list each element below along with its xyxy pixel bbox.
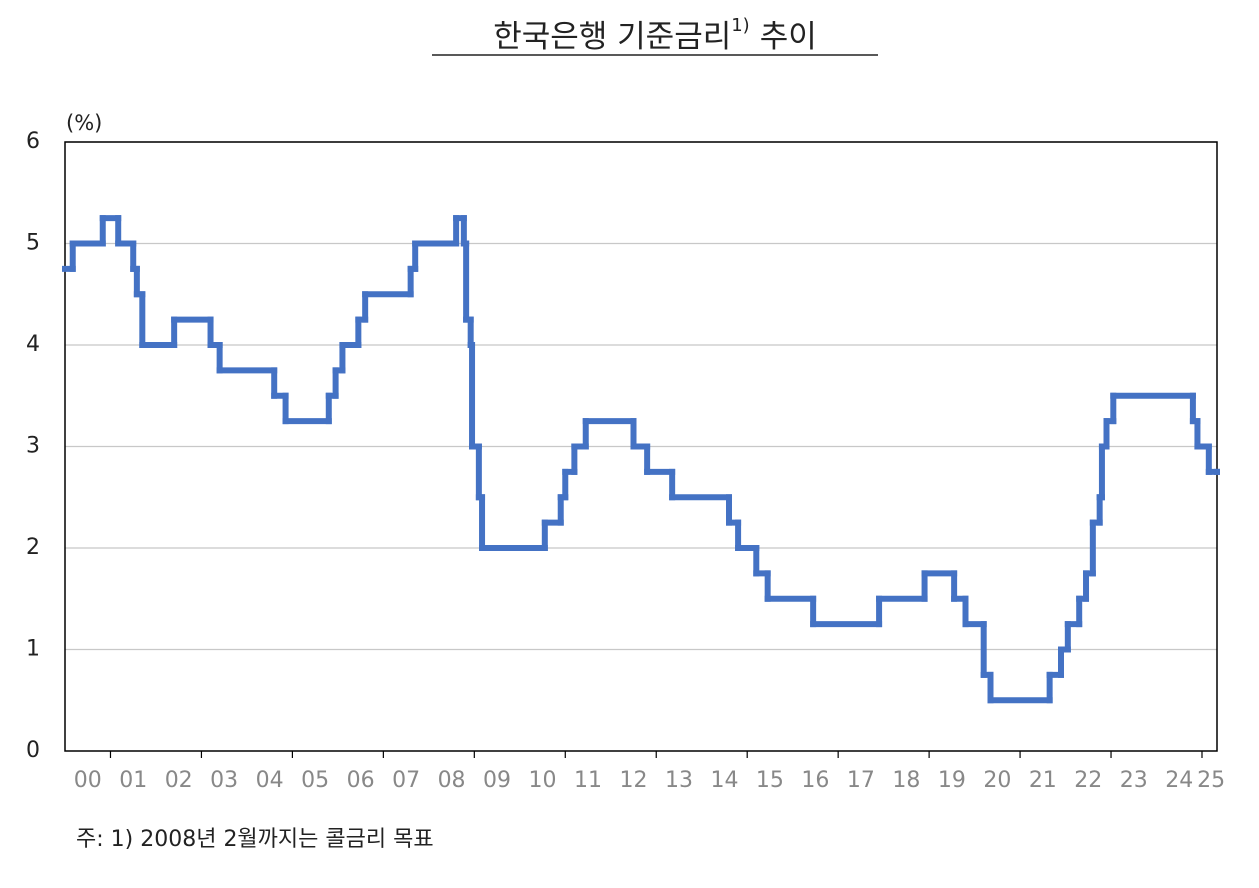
x-tick-label: 00 bbox=[74, 768, 102, 793]
x-tick-label: 03 bbox=[210, 768, 238, 793]
y-tick-label: 2 bbox=[26, 535, 40, 560]
y-tick-label: 3 bbox=[26, 434, 40, 459]
plot-frame bbox=[64, 141, 1218, 752]
x-tick-label: 08 bbox=[438, 768, 466, 793]
x-tick-label: 05 bbox=[301, 768, 329, 793]
title-main: 한국은행 기준금리 bbox=[493, 19, 731, 55]
x-tick-label: 24 bbox=[1165, 768, 1193, 793]
x-tick-label: 18 bbox=[892, 768, 920, 793]
x-tick-label: 11 bbox=[574, 768, 602, 793]
title-superscript: 1) bbox=[731, 15, 749, 36]
x-tick-label: 02 bbox=[165, 768, 193, 793]
x-tick-label: 17 bbox=[847, 768, 875, 793]
x-tick-label: 21 bbox=[1029, 768, 1057, 793]
x-tick-label: 01 bbox=[119, 768, 147, 793]
x-tick-label: 12 bbox=[619, 768, 647, 793]
y-tick-label: 4 bbox=[26, 332, 40, 357]
x-tick-label: 19 bbox=[938, 768, 966, 793]
x-tick-label: 07 bbox=[392, 768, 420, 793]
chart-title: 한국은행 기준금리1) 추이 bbox=[493, 15, 817, 55]
x-tick-label: 25 bbox=[1197, 768, 1225, 793]
y-tick-label: 1 bbox=[26, 637, 40, 662]
x-tick-label: 15 bbox=[756, 768, 784, 793]
x-tick-label: 06 bbox=[347, 768, 375, 793]
x-tick-label: 09 bbox=[483, 768, 511, 793]
footnote: 주: 1) 2008년 2월까지는 콜금리 목표 bbox=[76, 827, 434, 852]
x-tick-label: 14 bbox=[710, 768, 738, 793]
x-tick-label: 23 bbox=[1120, 768, 1148, 793]
y-unit-label: (%) bbox=[66, 111, 102, 135]
y-tick-label: 6 bbox=[26, 129, 40, 154]
x-tick-label: 20 bbox=[983, 768, 1011, 793]
title-suffix: 추이 bbox=[760, 19, 817, 55]
x-tick-label: 16 bbox=[801, 768, 829, 793]
x-tick-label: 04 bbox=[256, 768, 284, 793]
x-tick-label: 13 bbox=[665, 768, 693, 793]
x-tick-label: 10 bbox=[529, 768, 557, 793]
y-tick-label: 5 bbox=[26, 231, 40, 256]
x-tick-label: 22 bbox=[1074, 768, 1102, 793]
step-end bbox=[1214, 468, 1220, 475]
rate-line bbox=[62, 215, 1220, 704]
y-tick-label: 0 bbox=[26, 738, 40, 763]
